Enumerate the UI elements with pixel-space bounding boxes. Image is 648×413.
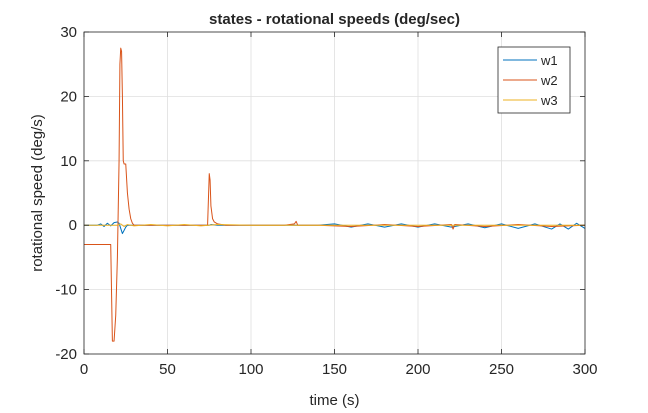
series-layer <box>84 47 586 342</box>
y-tick-label: 30 <box>60 24 77 41</box>
x-tick-label: 150 <box>322 361 347 378</box>
x-tick-label: 100 <box>238 361 263 378</box>
y-tick-label: -20 <box>55 346 77 363</box>
y-axis-label: rotational speed (deg/s) <box>29 114 46 272</box>
legend: w1 w2 w3 <box>497 46 571 114</box>
y-tick-label: 20 <box>60 88 77 105</box>
y-tick-label: 10 <box>60 153 77 170</box>
x-tick-label: 300 <box>572 361 597 378</box>
x-axis-label: time (s) <box>310 392 360 408</box>
legend-label-w3: w3 <box>540 93 558 108</box>
tick-layer: 0 50 100 150 200 250 300 -20 -10 0 10 20 30 <box>55 24 597 378</box>
y-tick-label: -10 <box>55 282 77 299</box>
y-tick-label: 0 <box>69 217 77 234</box>
series-line-w3 <box>84 223 585 227</box>
legend-label-w1: w1 <box>540 53 558 68</box>
x-tick-label: 0 <box>80 361 88 378</box>
chart-title: states - rotational speeds (deg/sec) <box>209 11 460 28</box>
x-tick-label: 200 <box>405 361 430 378</box>
x-tick-label: 50 <box>159 361 176 378</box>
legend-label-w2: w2 <box>540 73 558 88</box>
x-tick-label: 250 <box>489 361 514 378</box>
